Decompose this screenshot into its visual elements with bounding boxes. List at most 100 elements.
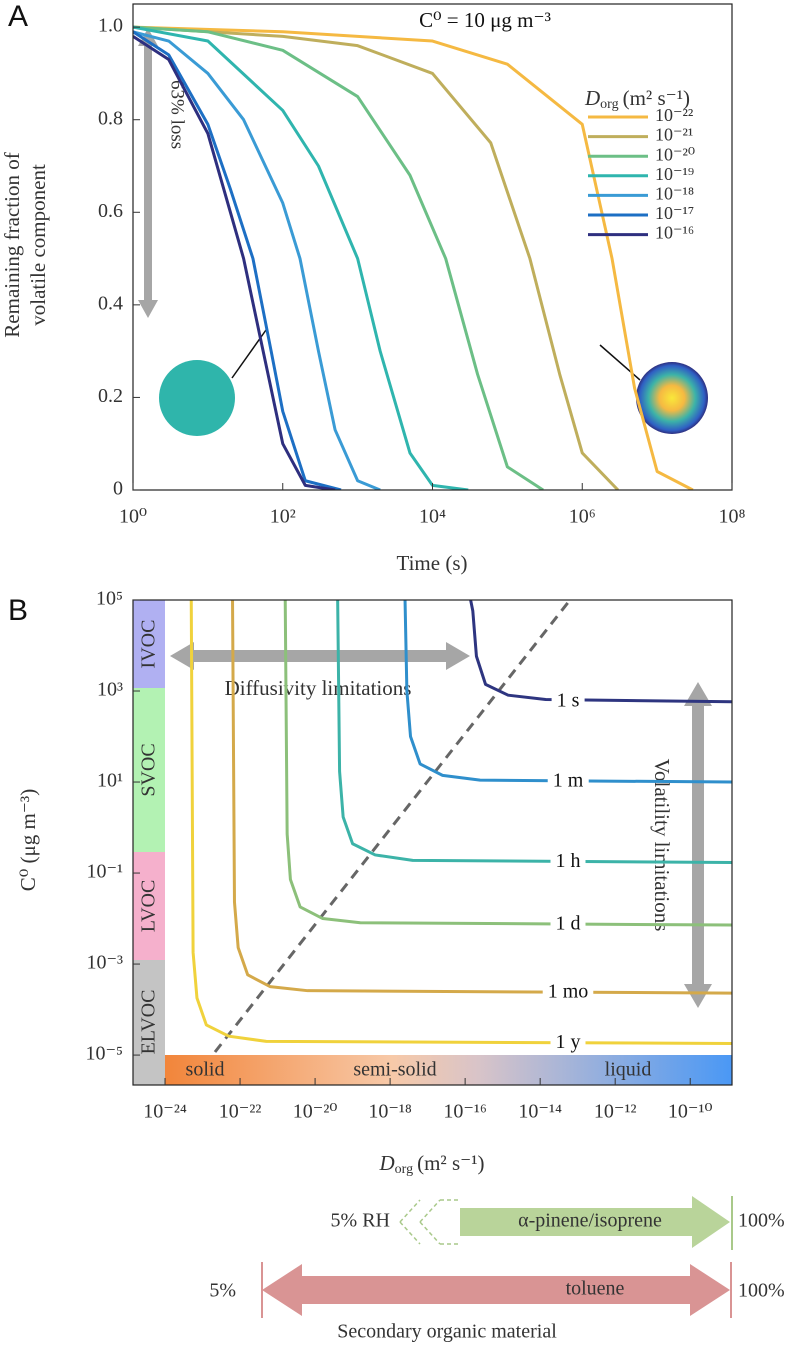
x-tick-label: 10² [270,506,296,528]
plot-frame [132,599,733,1086]
legend-label: 10⁻¹⁸ [655,184,694,204]
series-line [133,35,336,490]
phase-label: semi-solid [353,1059,436,1081]
y-tick-label: 10⁻⁵ [85,1043,123,1065]
series-line [133,25,544,490]
legend-title-symbol: D [584,86,600,110]
legend-title-subscript: org [600,97,618,112]
series-label: 1 d [556,913,581,935]
series-line [283,600,732,927]
rh-title: Secondary organic material [337,1321,557,1343]
series-line [231,600,732,995]
y-tick-label: 10⁵ [96,588,123,610]
x-tick-label: 10⁻¹⁸ [368,1101,412,1123]
annotation: C⁰ = 10 μg m⁻³ [419,8,551,32]
phase-bar [165,1055,732,1085]
legend-title-unit: (m² s⁻¹) [623,86,690,110]
particle-gradient [636,362,708,434]
label-background [547,769,589,792]
plot-area [133,25,694,490]
series-line [189,600,732,1045]
y-tick-label: 0.4 [98,292,123,314]
panel-label: A [8,0,28,33]
x-axis-label: Dorg (m² s⁻¹) [378,1151,484,1177]
rh-arrow [262,1264,730,1316]
x-tick-label: 10⁻¹⁶ [443,1101,487,1123]
volatility-label: LVOC [138,880,160,933]
diffusivity-arrow [170,642,470,670]
rh-arrow [460,1196,730,1248]
legend-label: 10⁻²¹ [655,125,693,145]
series-line [469,600,732,704]
series-label: 1 y [556,1031,581,1053]
rh-end: 100% [738,1210,785,1232]
y-tick-label: 0.8 [98,107,123,129]
rh-name: α-pinene/isoprene [518,1210,662,1232]
volatility-label: SVOC [138,743,160,796]
legend-label: 10⁻¹⁶ [655,223,694,243]
series-line [133,25,694,490]
volatility-arrow [684,682,712,1008]
series-label: 1 mo [548,981,589,1003]
plot-area [189,600,732,1045]
legend-label: 10⁻²² [655,105,693,125]
x-label-unit: (m² s⁻¹) [417,1151,484,1175]
volatility-label: IVOC [138,620,160,669]
volatility-label: ELVOC [138,990,160,1055]
series-label: 1 m [553,770,584,792]
series-line [336,600,732,865]
y-tick-label: 10⁻³ [86,952,123,974]
series-line [133,30,342,490]
phase-label: solid [186,1059,225,1081]
y-tick-label: 10¹ [97,770,123,792]
phase-label: liquid [605,1059,652,1081]
y-tick-label: 1.0 [98,15,123,37]
rh-start: 5% [209,1280,236,1302]
series-line [133,30,381,490]
y-axis-label: Remaining fraction of [0,152,24,337]
series-label: 1 h [556,850,581,872]
x-label-symbol: D [378,1151,394,1175]
boundary-line [213,599,572,1053]
legend-title: Dorg (m² s⁻¹) [584,86,690,112]
rh-name: toluene [566,1278,625,1300]
y-axis-label: C⁰ (μg m⁻³) [16,789,40,891]
panel-label: B [8,594,28,627]
rh-start: 5% RH [331,1210,390,1232]
x-tick-label: 10⁻¹² [594,1101,637,1123]
y-tick-label: 0.6 [98,200,123,222]
y-tick-label: 0 [113,478,123,500]
y-tick-label: 0.2 [98,385,123,407]
x-axis-label: Time (s) [397,551,468,575]
legend-label: 10⁻¹⁹ [655,164,694,184]
pointer [599,344,641,381]
x-tick-label: 10⁰ [119,506,147,528]
x-tick-label: 10⁶ [569,506,596,528]
series-line [133,25,469,490]
particle-uniform [159,360,235,436]
legend-label: 10⁻¹⁷ [655,203,694,223]
volatility-band [133,688,165,852]
y-tick-label: 10³ [97,679,123,701]
annotation: Volatility limitations [650,759,674,932]
arrow-label: 63% loss [167,80,188,149]
x-tick-label: 10⁻¹⁰ [668,1101,713,1123]
label-background [550,850,586,873]
legend-label: 10⁻²⁰ [655,144,695,164]
loss-arrow [138,28,158,318]
annotation: Diffusivity limitations [225,676,412,700]
y-axis-label: volatile component [26,164,50,326]
x-label-subscript: org [395,1162,413,1177]
series-line [403,600,732,784]
volatility-band [133,600,165,688]
label-background [550,1031,586,1054]
x-tick-label: 10⁻²⁴ [143,1101,187,1123]
series-label: 1 s [557,689,580,711]
series-line [133,25,620,490]
label-background [542,980,594,1003]
x-tick-label: 10⁻²² [219,1101,262,1123]
volatility-band [133,852,165,960]
rh-arrow-dashed [399,1199,460,1245]
label-background [550,912,586,935]
